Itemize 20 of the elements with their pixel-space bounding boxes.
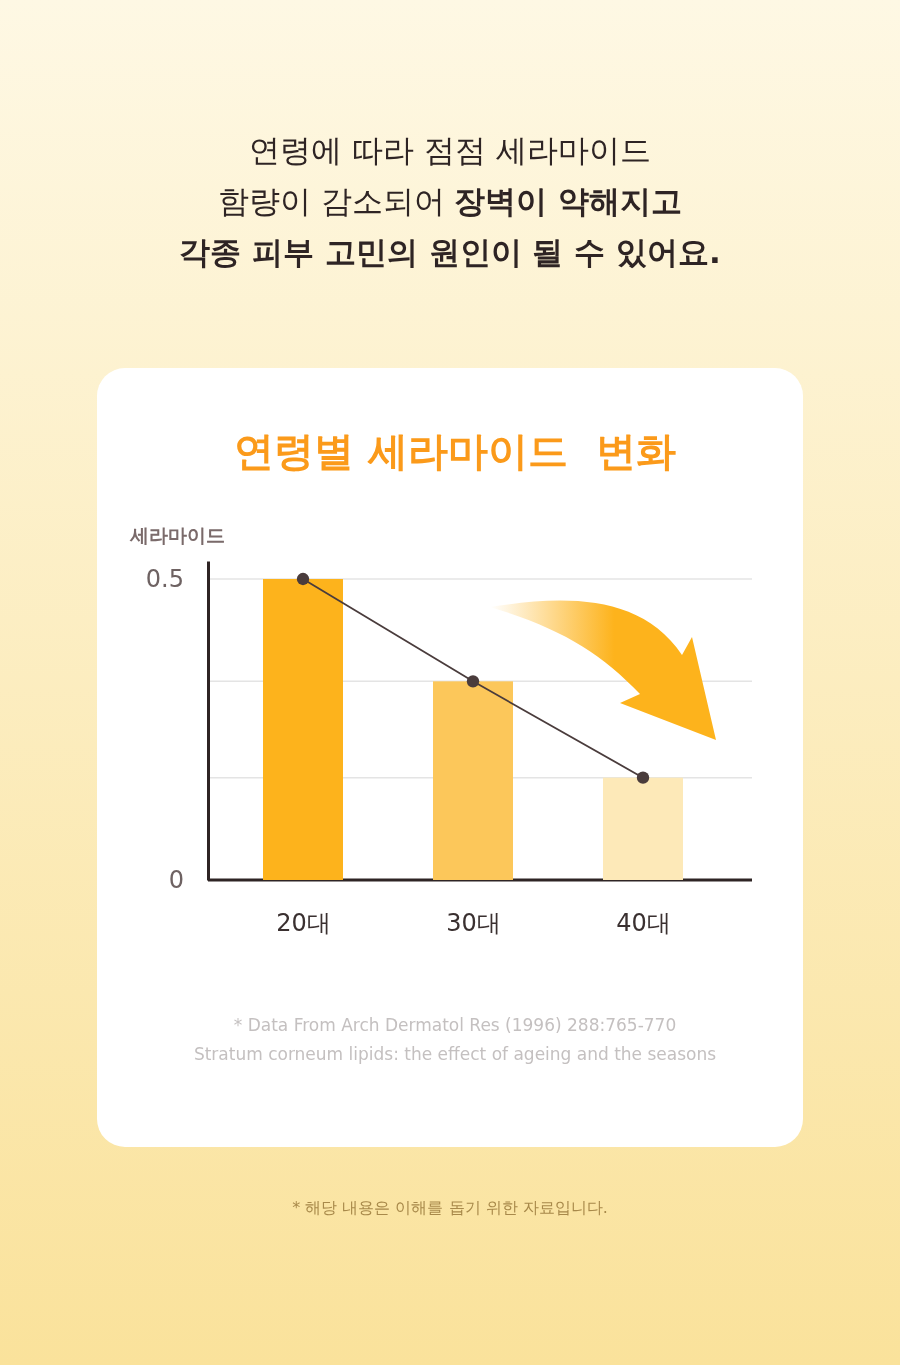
text: 연령에 따라 점점 세라마이드 — [249, 132, 651, 168]
bar — [603, 777, 683, 880]
text: * Data From Arch Dermatol Res (1996) 288:765-770 — [233, 1015, 677, 1035]
text: 각종 피부 고민의 원인이 될 수 있어요. — [179, 234, 721, 270]
x-tick-label: 40대 — [616, 909, 671, 938]
text: 함량이 감소되어 — [217, 183, 455, 219]
text: Stratum corneum lipids: the effect of ageing and the seasons — [193, 1044, 717, 1064]
y-tick-label: 0.5 — [145, 565, 184, 594]
y-axis-title: 세라마이드 — [129, 524, 225, 546]
point — [296, 572, 310, 586]
x-tick-label: 30대 — [446, 909, 501, 938]
bar — [433, 681, 513, 880]
point — [636, 771, 650, 784]
y-tick-label: 0 — [168, 866, 184, 895]
point — [466, 675, 480, 688]
bar — [263, 579, 343, 880]
chart-title: 연령별 세라마이드 변화 — [234, 428, 676, 474]
x-tick-label: 20대 — [276, 909, 331, 938]
text: 장벽이 약해지고 — [454, 183, 683, 219]
text: * 해당 내용은 이해를 돕기 위한 자료입니다. — [292, 1198, 608, 1217]
